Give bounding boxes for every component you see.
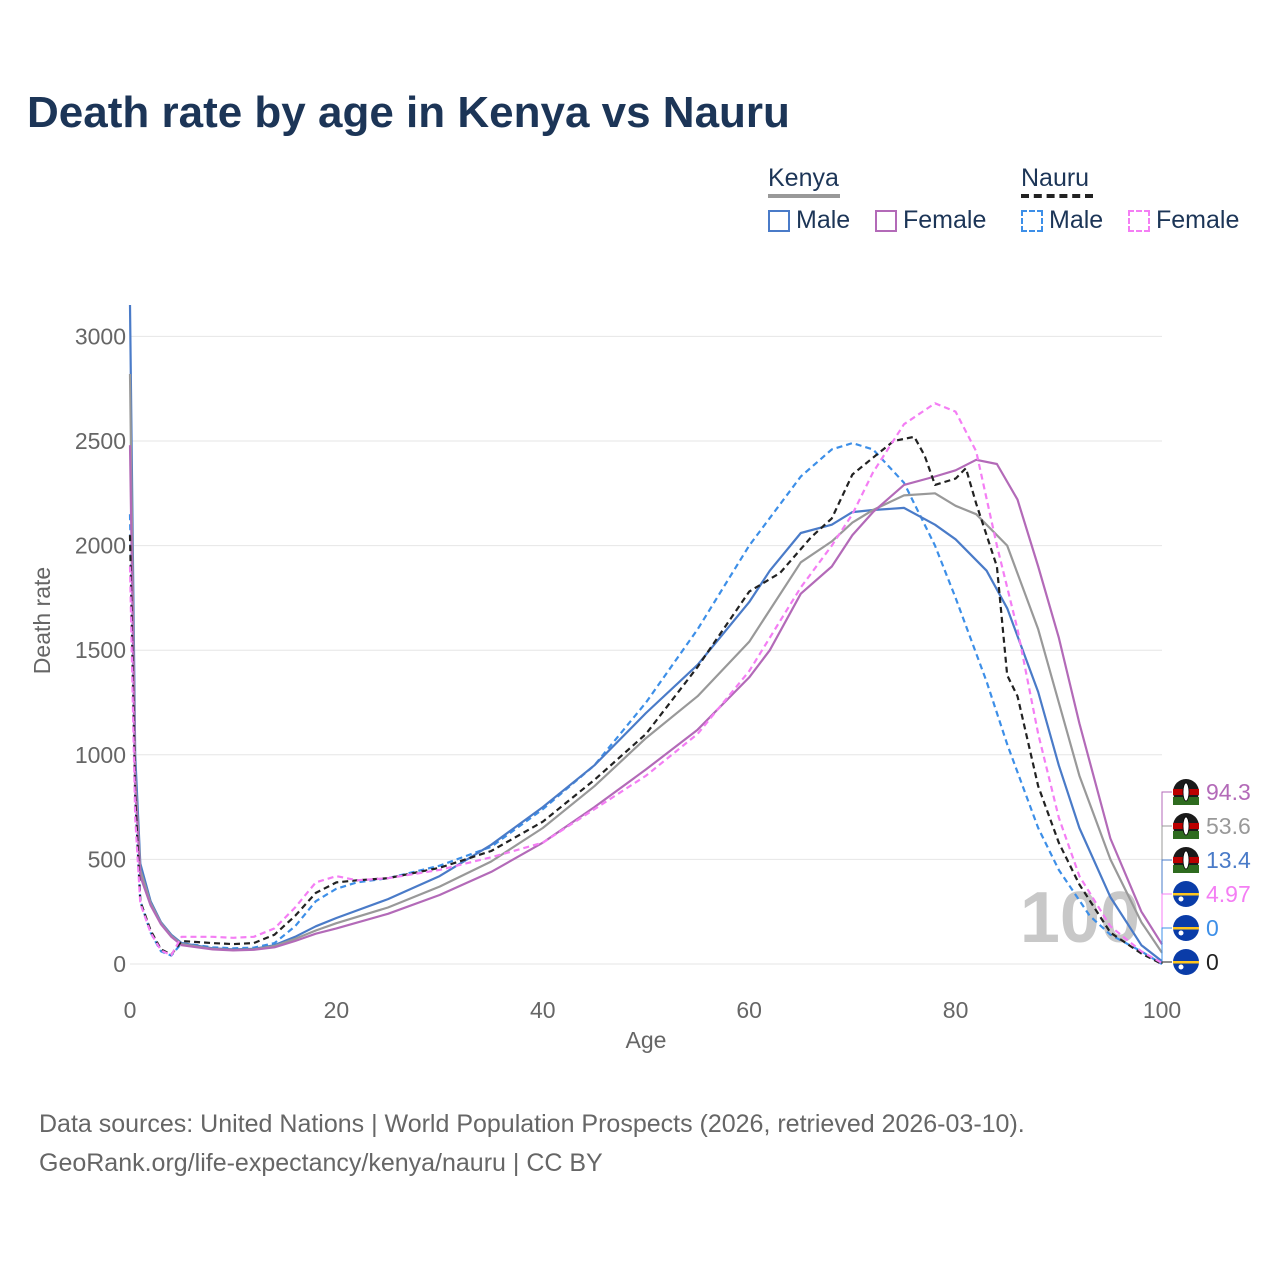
legend-group-nauru[interactable]: Nauru [1021, 164, 1093, 198]
y-tick-label: 0 [113, 951, 126, 977]
footer-sources: Data sources: United Nations | World Pop… [39, 1110, 1025, 1138]
legend-group-kenya-label: Kenya [768, 164, 839, 192]
legend-group-nauru-line [1021, 194, 1093, 198]
series-line-nauru-female [128, 402, 1163, 964]
legend-group-nauru-label: Nauru [1021, 164, 1090, 192]
nauru-flag-icon-star [1178, 964, 1184, 970]
chart-title: Death rate by age in Kenya vs Nauru [27, 88, 790, 137]
legend-group-kenya-line [768, 194, 840, 198]
x-tick-label: 80 [943, 997, 969, 1023]
y-tick-label: 2000 [75, 533, 126, 559]
watermark-year: 100 [1020, 878, 1140, 958]
end-label-connector [1161, 859, 1172, 962]
nauru-flag-icon-stripe [1173, 961, 1199, 964]
kenya-flag-icon-shield [1182, 816, 1190, 836]
series-line-kenya-female [128, 445, 1163, 952]
end-label-connector [1161, 825, 1172, 953]
kenya-flag-icon-shield [1182, 782, 1190, 802]
x-axis-title: Age [626, 1027, 667, 1053]
nauru-flag-icon-stripe [1173, 893, 1199, 896]
y-tick-label: 1500 [75, 637, 126, 663]
y-tick-label: 1000 [75, 742, 126, 768]
end-label-connector [1161, 791, 1172, 945]
y-tick-label: 3000 [75, 323, 126, 349]
x-tick-label: 100 [1143, 997, 1181, 1023]
x-tick-label: 20 [324, 997, 350, 1023]
nauru-flag-icon-star [1178, 930, 1184, 936]
legend-nauru-female-label: Female [1156, 206, 1240, 234]
end-label-connector [1161, 927, 1172, 964]
series-line-kenya-both [128, 373, 1163, 954]
y-tick-label: 2500 [75, 428, 126, 454]
legend-nauru-female-swatch [1128, 209, 1150, 232]
legend-nauru-female[interactable]: Female [1128, 206, 1239, 235]
y-tick-label: 500 [88, 846, 126, 872]
end-value-label: 0 [1206, 949, 1219, 975]
legend-kenya-male-swatch [768, 209, 790, 232]
x-tick-label: 60 [736, 997, 762, 1023]
nauru-flag-icon-stripe [1173, 927, 1199, 930]
kenya-flag-icon-shield [1182, 850, 1190, 870]
legend-nauru-male-label: Male [1049, 206, 1104, 234]
series-line-kenya-male [128, 304, 1163, 963]
footer-link[interactable]: GeoRank.org/life-expectancy/kenya/nauru … [39, 1149, 603, 1177]
footer: Data sources: United Nations | World Pop… [39, 1105, 1025, 1183]
series-line-nauru-male [128, 442, 1163, 965]
legend-kenya-male-label: Male [796, 206, 851, 234]
x-tick-label: 40 [530, 997, 556, 1023]
legend-nauru-male-swatch [1021, 209, 1043, 232]
end-value-label: 53.6 [1206, 813, 1251, 839]
legend-nauru-male[interactable]: Male [1021, 206, 1103, 235]
end-value-label: 4.97 [1206, 881, 1251, 907]
series-line-nauru-both [128, 435, 1163, 965]
legend-kenya-female[interactable]: Female [875, 206, 986, 235]
legend-kenya-female-label: Female [903, 206, 987, 234]
legend-group-kenya[interactable]: Kenya [768, 164, 840, 198]
legend-kenya-female-swatch [875, 209, 897, 232]
end-value-label: 0 [1206, 915, 1219, 941]
legend-kenya-male[interactable]: Male [768, 206, 850, 235]
nauru-flag-icon-star [1178, 896, 1184, 902]
x-tick-label: 0 [124, 997, 137, 1023]
end-value-label: 94.3 [1206, 779, 1251, 805]
end-value-label: 13.4 [1206, 847, 1251, 873]
end-label-connector [1161, 961, 1172, 964]
y-axis-title: Death rate [29, 567, 55, 674]
